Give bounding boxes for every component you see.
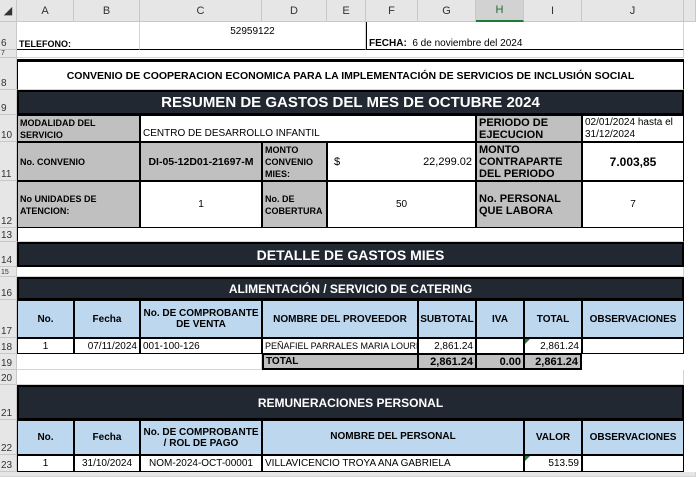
rem-col-valor: VALOR [524, 420, 582, 455]
rem-col-comprobante: No. DE COMPROBANTE / ROL DE PAGO [140, 420, 262, 455]
monto-value: 22,299.02 [423, 155, 472, 168]
rem-col-fecha: Fecha [74, 420, 140, 455]
catering-row-comprobante[interactable]: 001-100-126 [140, 338, 262, 354]
cobertura-value[interactable]: 50 [327, 181, 476, 228]
row-header-17[interactable]: 17 [0, 300, 17, 338]
row-13-blank [17, 228, 684, 242]
column-header-f[interactable]: F [366, 0, 418, 22]
personal-value[interactable]: 7 [582, 181, 684, 228]
monto-value-cell[interactable]: $22,299.02 [327, 142, 476, 181]
row-header-16[interactable]: 16 [0, 277, 17, 300]
column-header-i[interactable]: I [524, 0, 582, 22]
modalidad-value[interactable]: CENTRO DE DESARROLLO INFANTIL [140, 115, 476, 142]
catering-row-iva[interactable] [476, 338, 524, 354]
col-comprobante: No. DE COMPROBANTE DE VENTA [140, 300, 262, 338]
cobertura-label: No. DE COBERTURA [262, 181, 327, 228]
telefono-value[interactable]: 52959122 [140, 22, 366, 50]
col-observaciones: OBSERVACIONES [582, 300, 684, 338]
row-header-10[interactable]: 10 [0, 115, 17, 142]
rem-row-nombre[interactable]: VILLAVICENCIO TROYA ANA GABRIELA [262, 455, 524, 472]
row-header-7[interactable]: 7 [0, 50, 17, 58]
modalidad-label: MODALIDAD DEL SERVICIO [17, 115, 140, 142]
column-header-k[interactable] [684, 0, 696, 22]
resumen-title: RESUMEN DE GASTOS DEL MES DE OCTUBRE 202… [17, 90, 684, 115]
column-header-b[interactable]: B [74, 0, 140, 22]
catering-row-total[interactable]: 2,861.24 [524, 338, 582, 354]
row-15-blank [17, 267, 684, 277]
currency-symbol: $ [334, 155, 341, 168]
row-header-14[interactable]: 14 [0, 242, 17, 267]
catering-row-proveedor[interactable]: PEÑAFIEL PARRALES MARIA LOURDES [262, 338, 418, 354]
rem-row-fecha[interactable]: 31/10/2024 [74, 455, 140, 472]
column-header-h[interactable]: H [476, 0, 524, 22]
col-proveedor: NOMBRE DEL PROVEEDOR [262, 300, 418, 338]
remuneraciones-title: REMUNERACIONES PERSONAL [17, 385, 684, 420]
column-header-d[interactable]: D [262, 0, 327, 22]
row-header-11[interactable]: 11 [0, 142, 17, 181]
catering-row-subtotal[interactable]: 2,861.24 [418, 338, 476, 354]
catering-total-subtotal[interactable]: 2,861.24 [418, 354, 476, 370]
rem-row-valor[interactable]: 513.59 [524, 455, 582, 472]
col-no: No. [17, 300, 74, 338]
convenio-title: CONVENIO DE COOPERACION ECONOMICA PARA L… [17, 59, 684, 90]
fecha-value: 6 de noviembre del 2024 [412, 38, 523, 49]
col-fecha: Fecha [74, 300, 140, 338]
rem-row-comprobante[interactable]: NOM-2024-OCT-00001 [140, 455, 262, 472]
unidades-value[interactable]: 1 [140, 181, 262, 228]
row-header-21[interactable]: 21 [0, 385, 17, 420]
convenio-value[interactable]: DI-05-12D01-21697-M [140, 142, 262, 181]
row-header-20[interactable]: 20 [0, 370, 17, 385]
row-header-6[interactable]: 6 [0, 22, 17, 50]
row-header-9[interactable]: 9 [0, 90, 17, 115]
convenio-label: No. CONVENIO [17, 142, 140, 181]
row-header-13[interactable]: 13 [0, 228, 17, 242]
fecha-label: FECHA: [369, 38, 407, 49]
catering-total-iva[interactable]: 0.00 [476, 354, 524, 370]
unidades-label: No UNIDADES DE ATENCION: [17, 181, 140, 228]
col-subtotal: SUBTOTAL [418, 300, 476, 338]
catering-total-label: TOTAL [262, 354, 418, 370]
rem-col-nombre: NOMBRE DEL PERSONAL [262, 420, 524, 455]
column-header-j[interactable]: J [582, 0, 684, 22]
row-19-blank [17, 354, 262, 370]
row-20-blank [17, 370, 684, 385]
row-header-18[interactable]: 18 [0, 338, 17, 354]
row-header-12[interactable]: 12 [0, 181, 17, 228]
periodo-value[interactable]: 02/01/2024 hasta el 31/12/2024 [582, 115, 684, 142]
catering-title: ALIMENTACIÓN / SERVICIO DE CATERING [17, 277, 684, 300]
contraparte-value[interactable]: 7.003,85 [582, 142, 684, 181]
contraparte-label: MONTO CONTRAPARTE DEL PERIODO [476, 142, 582, 181]
row-header-8[interactable]: 8 [0, 58, 17, 90]
rem-row-no[interactable]: 1 [17, 455, 74, 472]
column-header-c[interactable]: C [140, 0, 262, 22]
column-header-g[interactable]: G [418, 0, 476, 22]
col-total: TOTAL [524, 300, 582, 338]
rem-row-obs[interactable] [582, 455, 684, 472]
catering-row-obs[interactable] [582, 338, 684, 354]
select-all-corner[interactable]: ◢ [0, 0, 17, 22]
rem-col-observaciones: OBSERVACIONES [582, 420, 684, 455]
personal-label: No. PERSONAL QUE LABORA [476, 181, 582, 228]
rem-col-no: No. [17, 420, 74, 455]
column-header-a[interactable]: A [17, 0, 74, 22]
row-header-22[interactable]: 22 [0, 420, 17, 455]
detalle-title: DETALLE DE GASTOS MIES [17, 242, 684, 267]
fecha-cell[interactable]: FECHA: 6 de noviembre del 2024 [366, 22, 684, 50]
sheet-bottom-bar [0, 472, 696, 477]
catering-total-total[interactable]: 2,861.24 [524, 354, 582, 370]
periodo-label: PERIODO DE EJECUCION [476, 115, 582, 142]
catering-row-no[interactable]: 1 [17, 338, 74, 354]
column-header-e[interactable]: E [327, 0, 366, 22]
monto-label: MONTO CONVENIO MIES: [262, 142, 327, 181]
catering-row-fecha[interactable]: 07/11/2024 [74, 338, 140, 354]
row-header-19[interactable]: 19 [0, 354, 17, 370]
row-header-23[interactable]: 23 [0, 455, 17, 472]
row-7-blank [17, 50, 684, 58]
row-header-15[interactable]: 15 [0, 267, 17, 277]
col-iva: IVA [476, 300, 524, 338]
telefono-label: TELEFONO: [17, 22, 140, 50]
